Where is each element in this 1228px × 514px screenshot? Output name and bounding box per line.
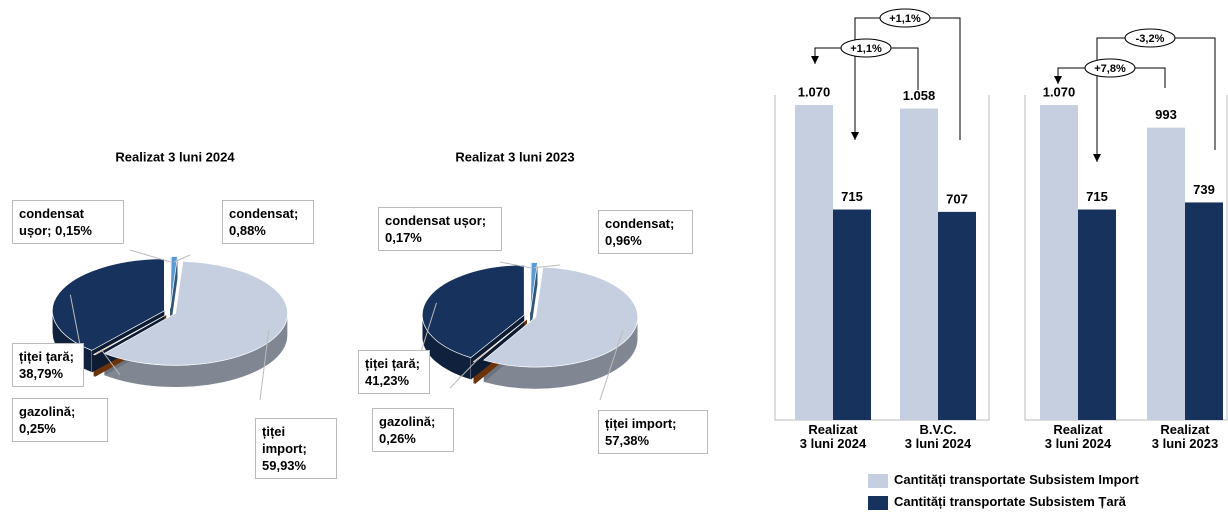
- pie-edge: [470, 315, 525, 380]
- value-label: 57,38%: [605, 433, 650, 448]
- category-label: condensat ușor;: [19, 206, 85, 238]
- data-label: condensat ușor; 0,15%: [12, 200, 124, 244]
- data-label: gazolină; 0,25%: [12, 398, 108, 442]
- value-label: 0,26%: [379, 431, 416, 446]
- bar: [1078, 209, 1116, 420]
- pie-slice: [421, 264, 525, 359]
- annotation: -3,2%: [1136, 33, 1165, 45]
- data-label: țiței țară; 41,23%: [358, 350, 430, 394]
- category-label: condensat;: [229, 206, 299, 221]
- x-tick-label: Realizat 3 luni 2024: [799, 422, 867, 451]
- bar: [1147, 127, 1185, 421]
- category-label: țiței țară;: [365, 356, 420, 371]
- leader-line: [259, 330, 270, 401]
- value-label: 0,96%: [605, 233, 642, 248]
- arrow-head: [1093, 154, 1101, 162]
- value-label: 715: [1086, 189, 1108, 204]
- x-tick-label: Realizat 3 luni 2023: [1151, 422, 1219, 451]
- annotation-bubble: [1084, 58, 1136, 78]
- value-label: 0,25%: [19, 421, 56, 436]
- value-label: 1.070: [1043, 84, 1076, 99]
- value-label: 707: [946, 191, 968, 206]
- pie-edge: [530, 262, 538, 335]
- pie-slice: [169, 256, 178, 309]
- pie-edge: [170, 256, 178, 331]
- legend-swatch: [868, 473, 888, 488]
- panel-frame: [1024, 95, 1228, 421]
- value-label: 1.058: [903, 88, 936, 103]
- data-label: țiței import; 59,93%: [255, 418, 337, 479]
- panel-frame: [774, 95, 990, 421]
- category-label: condensat ușor;: [385, 213, 487, 228]
- bar: [1040, 105, 1078, 420]
- bar: [795, 105, 833, 420]
- value-label: 0,17%: [385, 230, 422, 245]
- annotation-bubble: [1124, 28, 1176, 48]
- pie-slice: [52, 258, 165, 351]
- annotation: +1,1%: [889, 13, 921, 25]
- leader-line: [129, 249, 171, 263]
- chart-title: Realizat 3 luni 2023: [455, 149, 574, 164]
- arrow-head: [811, 56, 819, 64]
- value-label: 41,23%: [365, 373, 410, 388]
- pie-slice: [92, 314, 167, 356]
- annotation-bubble: [879, 8, 931, 28]
- legend-entry: Cantități transportate Subsistem Import: [868, 472, 1139, 488]
- bar: [900, 108, 938, 420]
- data-label: condensat; 0,96%: [598, 210, 693, 254]
- legend-label: Cantități transportate Subsistem Țară: [894, 494, 1126, 509]
- pie: [52, 256, 288, 388]
- pie-slice: [483, 266, 639, 368]
- pie-slice: [103, 261, 288, 366]
- value-label: 0,88%: [229, 223, 266, 238]
- bar: [938, 211, 976, 420]
- arrow-head: [851, 132, 859, 140]
- chart-title: Realizat 3 luni 2024: [115, 149, 235, 164]
- leader-line: [449, 356, 481, 389]
- leader-line: [499, 261, 531, 269]
- category-label: gazolină;: [379, 414, 436, 429]
- x-tick-label: B.V.C. 3 luni 2024: [904, 422, 972, 451]
- category-label: condensat;: [605, 216, 675, 231]
- data-label: gazolină; 0,26%: [372, 408, 454, 452]
- pie-slice: [529, 262, 538, 313]
- value-label: 1.070: [798, 84, 831, 99]
- value-label: 739: [1193, 182, 1215, 197]
- category-label: țiței import;: [262, 424, 307, 456]
- leader-line: [419, 302, 437, 356]
- category-label: țiței țară;: [19, 349, 74, 364]
- value-label: 0,15%: [55, 223, 92, 238]
- leader-line: [101, 350, 121, 376]
- legend-label: Cantități transportate Subsistem Import: [894, 472, 1139, 487]
- data-label: țiței import; 57,38%: [598, 410, 708, 454]
- data-label: țiței țară; 38,79%: [12, 343, 84, 387]
- annotation: +1,1%: [850, 43, 882, 55]
- leader-line: [599, 330, 624, 401]
- annotation: +7,8%: [1094, 63, 1126, 75]
- leader-line: [173, 254, 191, 263]
- bar: [1185, 202, 1223, 420]
- value-label: 993: [1155, 107, 1177, 122]
- data-label: condensat; 0,88%: [222, 200, 314, 244]
- leader-line: [69, 294, 81, 346]
- arrow-head: [1054, 76, 1062, 84]
- legend-entry: Cantități transportate Subsistem Țară: [868, 494, 1126, 510]
- pie: [421, 262, 639, 390]
- bar: [833, 209, 871, 420]
- annotation-bubble: [840, 38, 892, 58]
- value-label: 59,93%: [262, 458, 307, 473]
- value-label: 715: [841, 189, 863, 204]
- leader-line: [533, 264, 561, 269]
- x-tick-label: Realizat 3 luni 2024: [1044, 422, 1112, 451]
- legend-swatch: [868, 495, 888, 510]
- category-label: țiței import;: [605, 416, 677, 431]
- category-label: gazolină;: [19, 404, 76, 419]
- value-label: 38,79%: [19, 366, 64, 381]
- data-label: condensat ușor; 0,17%: [378, 207, 502, 251]
